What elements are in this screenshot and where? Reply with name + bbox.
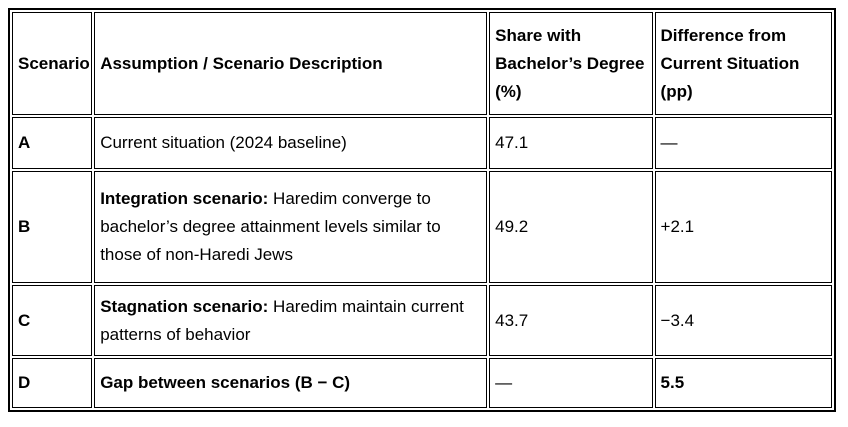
scenario-b-description: Integration scenario: Haredim converge t… xyxy=(94,171,488,283)
table-header-row: Scenario Assumption / Scenario Descripti… xyxy=(12,12,832,115)
scenario-d-label: D xyxy=(12,358,93,408)
column-header-difference: Difference from Current Situation (pp) xyxy=(654,12,832,115)
scenario-a-description: Current situation (2024 baseline) xyxy=(94,117,488,169)
scenario-b-difference-value: +2.1 xyxy=(654,171,832,283)
scenario-c-label: C xyxy=(12,285,93,356)
scenario-d-description-lead: Gap between scenarios (B − C) xyxy=(100,373,351,392)
scenario-c-share-value: 43.7 xyxy=(489,285,653,356)
scenario-a-difference-value: — xyxy=(654,117,832,169)
scenario-a-description-rest: Current situation (2024 baseline) xyxy=(100,133,347,152)
scenario-d-share-value: — xyxy=(489,358,653,408)
column-header-description: Assumption / Scenario Description xyxy=(94,12,488,115)
table-row-scenario-d: D Gap between scenarios (B − C) — 5.5 xyxy=(12,358,832,408)
scenario-c-description-rest: Haredim maintain current patterns of beh… xyxy=(100,296,464,344)
scenario-c-description-lead: Stagnation scenario: xyxy=(100,296,269,316)
scenario-d-description: Gap between scenarios (B − C) xyxy=(94,358,488,408)
column-header-scenario: Scenario xyxy=(12,12,93,115)
scenario-table: Scenario Assumption / Scenario Descripti… xyxy=(8,8,836,412)
scenario-b-label: B xyxy=(12,171,93,283)
scenario-a-label: A xyxy=(12,117,93,169)
scenario-a-share-value: 47.1 xyxy=(489,117,653,169)
scenario-d-difference-value: 5.5 xyxy=(654,358,832,408)
scenario-c-description: Stagnation scenario: Haredim maintain cu… xyxy=(94,285,488,356)
scenario-b-description-rest: Haredim converge to bachelor’s degree at… xyxy=(100,189,441,264)
column-header-share: Share with Bachelor’s Degree (%) xyxy=(489,12,653,115)
table-row-scenario-b: B Integration scenario: Haredim converge… xyxy=(12,171,832,283)
table-row-scenario-a: A Current situation (2024 baseline) 47.1… xyxy=(12,117,832,169)
scenario-b-description-lead: Integration scenario: xyxy=(100,189,269,208)
table-row-scenario-c: C Stagnation scenario: Haredim maintain … xyxy=(12,285,832,356)
scenario-c-difference-value: −3.4 xyxy=(654,285,832,356)
scenario-b-share-value: 49.2 xyxy=(489,171,653,283)
